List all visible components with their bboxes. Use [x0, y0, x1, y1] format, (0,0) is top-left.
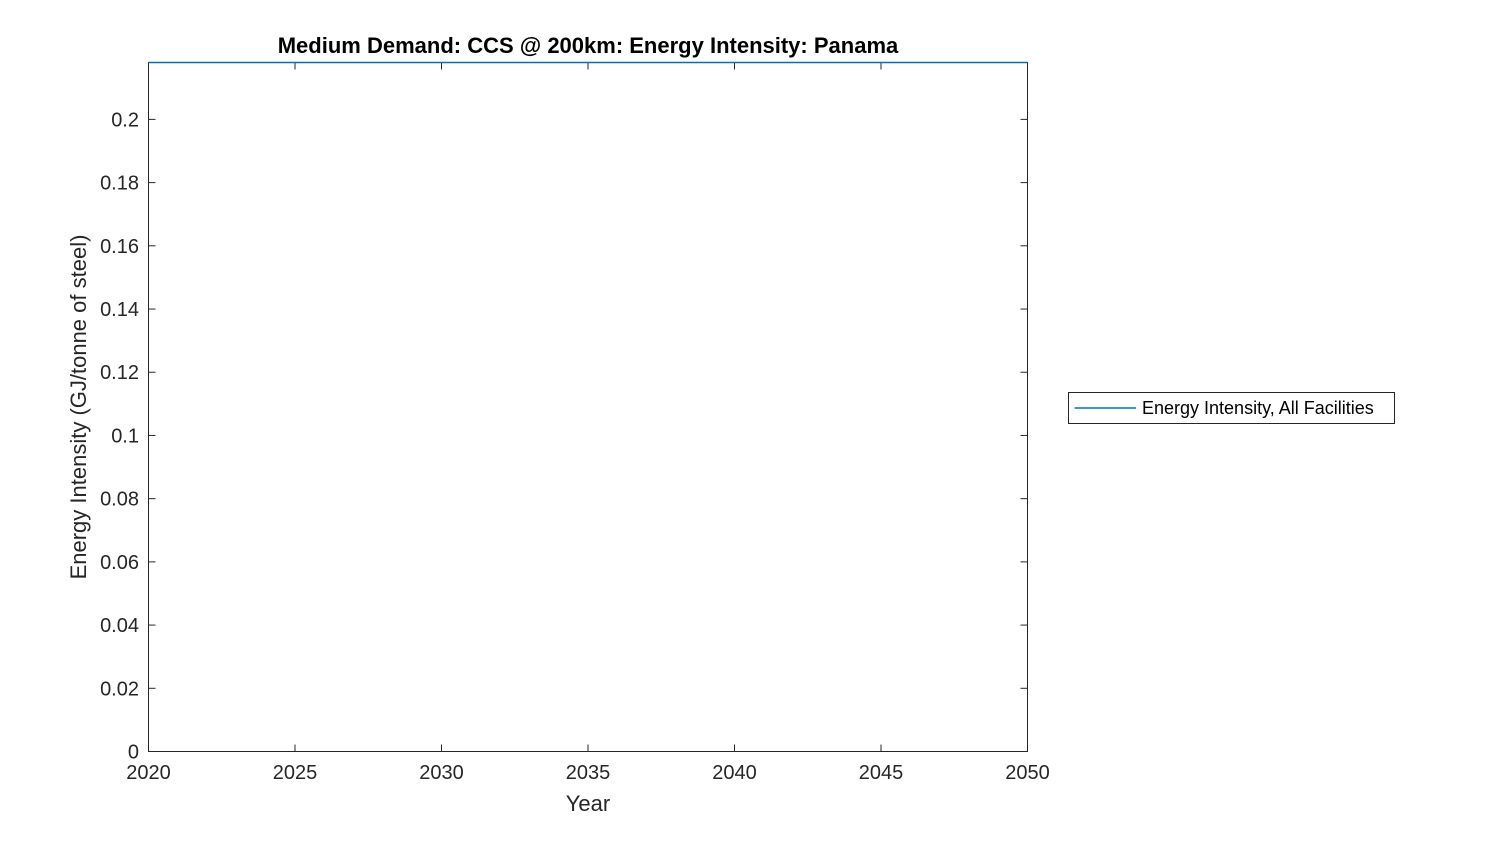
y-tick-label: 0.1 [111, 425, 139, 447]
x-tick-label: 2020 [126, 762, 171, 784]
legend: Energy Intensity, All Facilities [1068, 392, 1395, 424]
y-tick-label: 0.16 [100, 236, 139, 258]
legend-label: Energy Intensity, All Facilities [1142, 398, 1374, 418]
axis-ticks [148, 62, 1028, 752]
y-axis-label: Energy Intensity (GJ/tonne of steel) [66, 235, 91, 580]
y-tick-label: 0.12 [100, 362, 139, 384]
y-tick-label: 0.02 [100, 678, 139, 700]
x-axis-label: Year [566, 791, 610, 816]
chart-title: Medium Demand: CCS @ 200km: Energy Inten… [278, 33, 899, 58]
y-tick-label: 0.14 [100, 299, 139, 321]
x-tick-label: 2035 [566, 762, 611, 784]
axis-tick-labels: 2020 2025 2030 2035 2040 2045 2050 0 0.02 0.04 0.0… [100, 109, 1050, 784]
y-tick-label: 0.08 [100, 489, 139, 511]
y-tick-label: 0.18 [100, 173, 139, 195]
x-tick-label: 2050 [1005, 762, 1050, 784]
y-tick-label: 0 [128, 742, 139, 764]
x-tick-label: 2025 [273, 762, 318, 784]
y-tick-label: 0.06 [100, 552, 139, 574]
y-tick-label: 0.2 [111, 109, 139, 131]
y-tick-label: 0.04 [100, 615, 139, 637]
x-tick-label: 2045 [859, 762, 904, 784]
x-tick-label: 2030 [419, 762, 464, 784]
plot-area [148, 62, 1028, 752]
x-tick-label: 2040 [712, 762, 757, 784]
